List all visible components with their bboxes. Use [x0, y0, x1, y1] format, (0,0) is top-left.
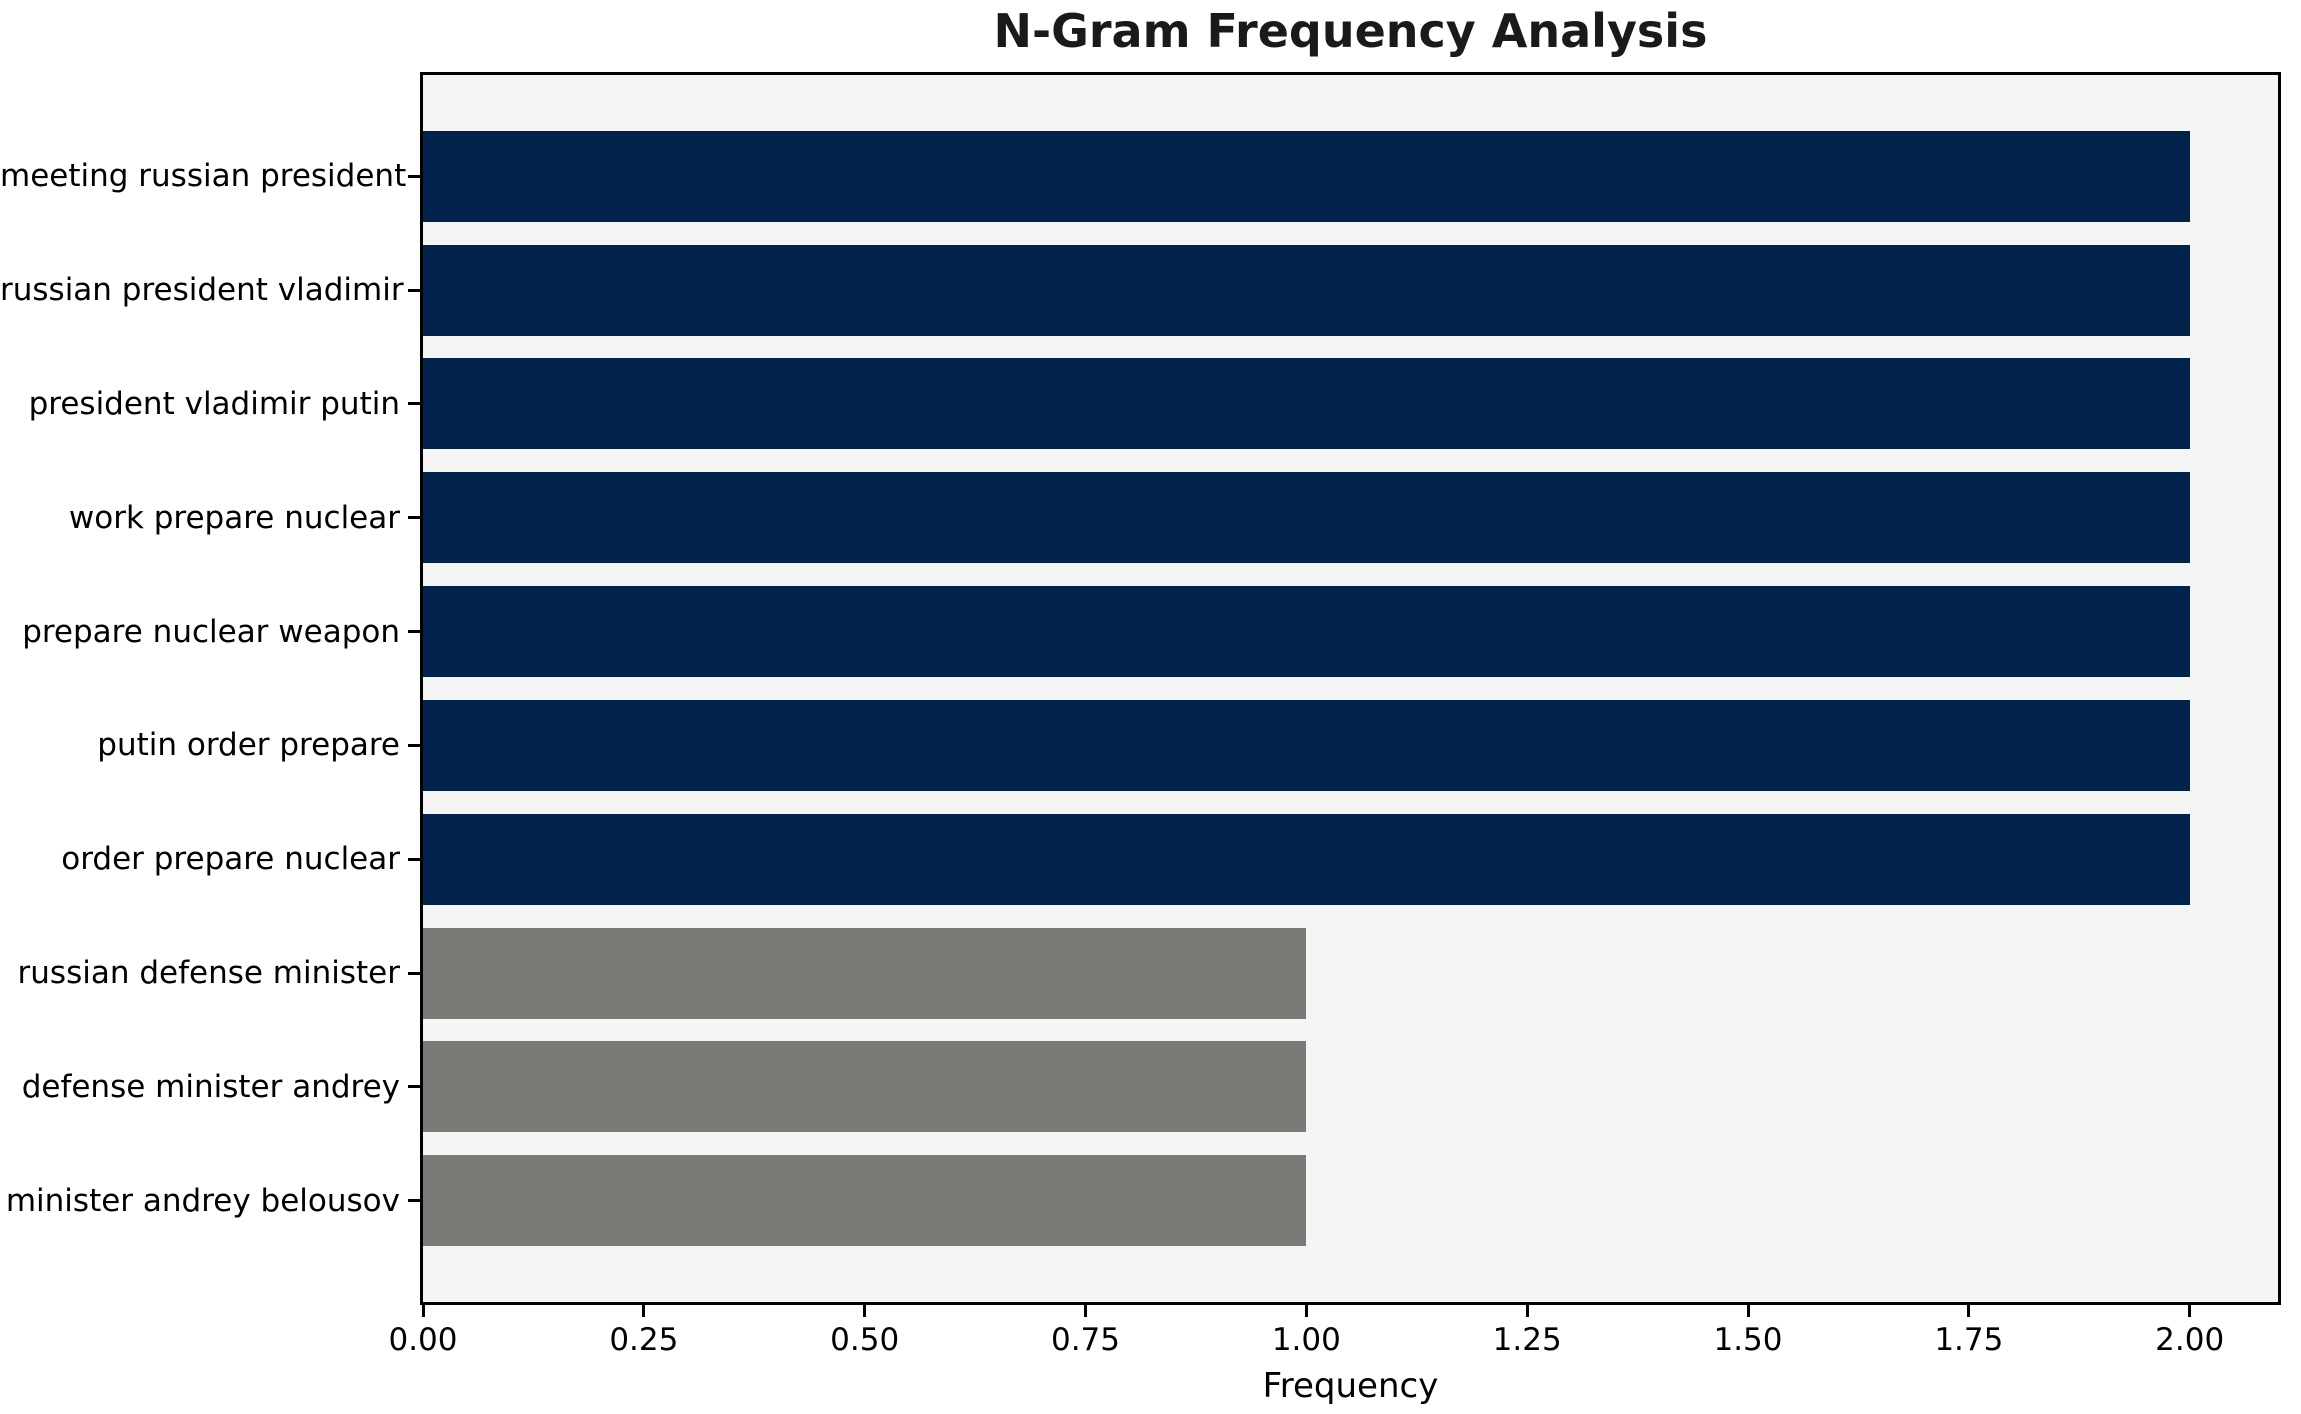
y-tick-mark [408, 857, 420, 861]
x-tick-mark [1525, 1305, 1529, 1317]
x-tick-label: 1.75 [1934, 1322, 2004, 1358]
x-tick-label: 2.00 [2155, 1322, 2225, 1358]
bar-work-prepare-nuclear [423, 472, 2190, 564]
y-tick-label: prepare nuclear weapon [22, 613, 400, 650]
bar-minister-andrey-belousov [423, 1155, 1307, 1247]
bar-russian-defense-minister [423, 927, 1307, 1019]
y-tick-label: russian president vladimir [0, 272, 404, 309]
x-tick-mark [421, 1305, 425, 1317]
bar-prepare-nuclear-weapon [423, 586, 2190, 678]
plot-area [420, 72, 2281, 1305]
x-tick-mark [2188, 1305, 2192, 1317]
x-axis-label: Frequency [1262, 1366, 1439, 1406]
y-tick-mark [408, 1199, 420, 1203]
y-tick-mark [408, 743, 420, 747]
y-tick-label: minister andrey belousov [5, 1182, 400, 1219]
y-tick-label: work prepare nuclear [68, 499, 400, 536]
x-tick-label: 0.25 [609, 1322, 679, 1358]
y-tick-label: order prepare nuclear [61, 841, 400, 878]
x-tick-label: 1.50 [1713, 1322, 1783, 1358]
bar-putin-order-prepare [423, 699, 2190, 791]
bar-russian-president-vladimir [423, 244, 2190, 336]
y-tick-mark [408, 971, 420, 975]
y-tick-mark [408, 1085, 420, 1089]
y-tick-mark [408, 174, 420, 178]
y-tick-mark [408, 516, 420, 520]
x-tick-mark [1304, 1305, 1308, 1317]
x-tick-mark [642, 1305, 646, 1317]
x-tick-label: 0.50 [830, 1322, 900, 1358]
x-tick-mark [863, 1305, 867, 1317]
y-tick-mark [408, 288, 420, 292]
x-tick-mark [1746, 1305, 1750, 1317]
chart-title: N-Gram Frequency Analysis [993, 4, 1708, 58]
bar-meeting-russian-president [423, 130, 2190, 222]
y-tick-label: defense minister andrey [21, 1068, 400, 1105]
bar-defense-minister-andrey [423, 1041, 1307, 1133]
x-tick-label: 0.75 [1050, 1322, 1121, 1358]
y-tick-mark [408, 402, 420, 406]
x-tick-label: 1.25 [1492, 1322, 1562, 1358]
y-tick-label: meeting russian president [0, 158, 407, 195]
x-tick-mark [1967, 1305, 1971, 1317]
x-tick-label: 0.00 [388, 1322, 458, 1358]
y-tick-mark [408, 630, 420, 634]
y-tick-label: putin order prepare [97, 727, 400, 764]
bar-president-vladimir-putin [423, 358, 2190, 450]
x-tick-label: 1.00 [1271, 1322, 1341, 1358]
y-tick-label: russian defense minister [17, 955, 400, 992]
x-tick-mark [1084, 1305, 1087, 1317]
y-tick-label: president vladimir putin [28, 385, 400, 422]
bar-order-prepare-nuclear [423, 813, 2190, 905]
